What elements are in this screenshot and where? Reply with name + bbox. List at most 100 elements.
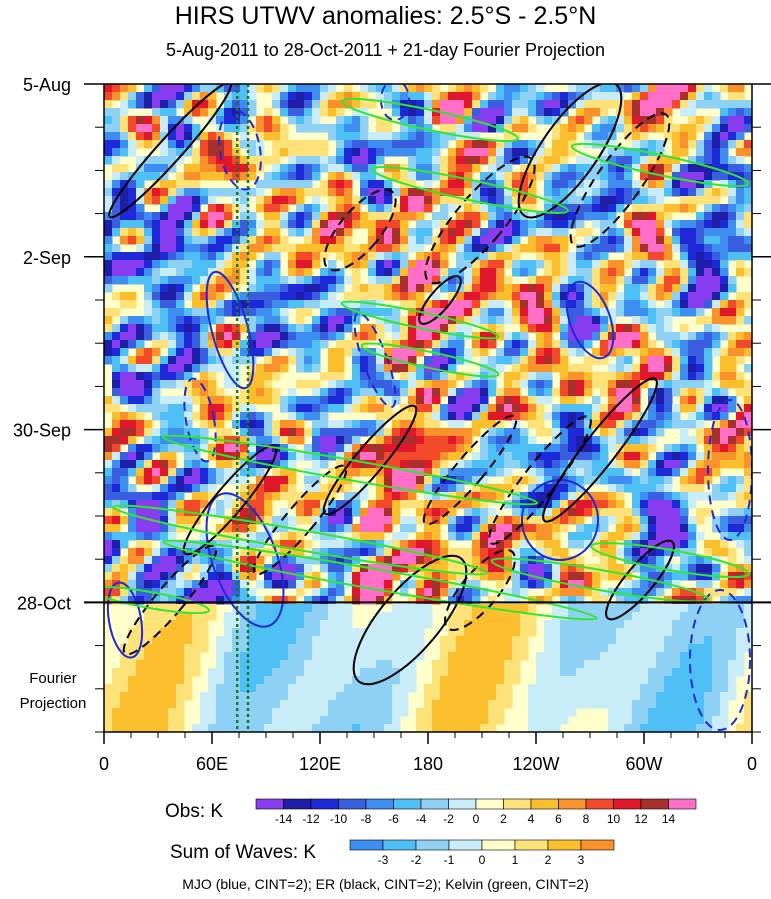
- field-cell: [528, 300, 537, 309]
- field-cell: [456, 188, 465, 197]
- field-cell: [256, 340, 265, 349]
- field-cell: [664, 492, 673, 501]
- field-cell: [616, 428, 625, 437]
- field-cell: [464, 156, 473, 165]
- field-cell: [416, 500, 425, 509]
- field-cell: [704, 628, 713, 637]
- field-cell: [424, 548, 433, 557]
- field-cell: [344, 196, 353, 205]
- field-cell: [256, 636, 265, 645]
- field-cell: [592, 172, 601, 181]
- field-cell: [280, 460, 289, 469]
- field-cell: [448, 524, 457, 533]
- field-cell: [288, 348, 297, 357]
- field-cell: [696, 100, 705, 109]
- field-cell: [680, 332, 689, 341]
- field-cell: [152, 164, 161, 173]
- field-cell: [360, 380, 369, 389]
- field-cell: [576, 476, 585, 485]
- field-cell: [536, 404, 545, 413]
- field-cell: [200, 372, 209, 381]
- field-cell: [160, 308, 169, 317]
- field-cell: [240, 292, 249, 301]
- field-cell: [576, 596, 585, 605]
- field-cell: [416, 596, 425, 605]
- field-cell: [464, 396, 473, 405]
- field-cell: [320, 428, 329, 437]
- field-cell: [680, 396, 689, 405]
- field-cell: [264, 212, 273, 221]
- field-cell: [592, 316, 601, 325]
- field-cell: [128, 236, 137, 245]
- field-cell: [552, 404, 561, 413]
- field-cell: [608, 100, 617, 109]
- field-cell: [616, 436, 625, 445]
- field-cell: [472, 524, 481, 533]
- field-cell: [288, 164, 297, 173]
- field-cell: [336, 636, 345, 645]
- field-cell: [360, 220, 369, 229]
- field-cell: [544, 340, 553, 349]
- field-cell: [240, 452, 249, 461]
- field-cell: [528, 516, 537, 525]
- field-cell: [744, 268, 752, 277]
- field-cell: [664, 188, 673, 197]
- field-cell: [496, 420, 505, 429]
- field-cell: [304, 628, 313, 637]
- field-cell: [320, 84, 329, 93]
- hovmoller-plot: 0 60E 120E 180 120W 60W 05-Aug2-Sep30-Sep28-Oc…: [13, 75, 771, 867]
- field-cell: [696, 316, 705, 325]
- field-cell: [696, 148, 705, 157]
- field-cell: [608, 204, 617, 213]
- field-cell: [624, 524, 633, 533]
- field-cell: [408, 412, 417, 421]
- field-cell: [376, 356, 385, 365]
- field-cell: [704, 508, 713, 517]
- field-cell: [344, 260, 353, 269]
- field-cell: [232, 420, 241, 429]
- field-cell: [512, 108, 521, 117]
- field-cell: [152, 460, 161, 469]
- field-cell: [336, 252, 345, 261]
- field-cell: [104, 500, 113, 509]
- field-cell: [304, 252, 313, 261]
- field-cell: [608, 636, 617, 645]
- field-cell: [400, 420, 409, 429]
- field-cell: [168, 156, 177, 165]
- field-cell: [568, 332, 577, 341]
- field-cell: [264, 380, 273, 389]
- field-cell: [304, 188, 313, 197]
- field-cell: [392, 436, 401, 445]
- field-cell: [432, 580, 441, 589]
- field-cell: [472, 516, 481, 525]
- field-cell: [248, 548, 257, 557]
- field-cell: [656, 612, 665, 621]
- field-cell: [696, 156, 705, 165]
- field-cell: [184, 268, 193, 277]
- field-cell: [408, 132, 417, 141]
- field-cell: [192, 308, 201, 317]
- field-cell: [312, 380, 321, 389]
- field-cell: [296, 284, 305, 293]
- field-cell: [456, 452, 465, 461]
- field-cell: [168, 532, 177, 541]
- field-cell: [336, 92, 345, 101]
- field-cell: [160, 196, 169, 205]
- field-cell: [640, 620, 649, 629]
- field-cell: [696, 468, 705, 477]
- field-cell: [328, 492, 337, 501]
- field-cell: [192, 564, 201, 573]
- field-cell: [672, 468, 681, 477]
- field-cell: [712, 548, 721, 557]
- field-cell: [280, 124, 289, 133]
- field-cell: [632, 500, 641, 509]
- field-cell: [248, 332, 257, 341]
- field-cell: [160, 476, 169, 485]
- field-cell: [456, 156, 465, 165]
- field-cell: [656, 636, 665, 645]
- field-cell: [184, 308, 193, 317]
- field-cell: [152, 404, 161, 413]
- field-cell: [704, 620, 713, 629]
- field-cell: [272, 228, 281, 237]
- field-cell: [720, 380, 729, 389]
